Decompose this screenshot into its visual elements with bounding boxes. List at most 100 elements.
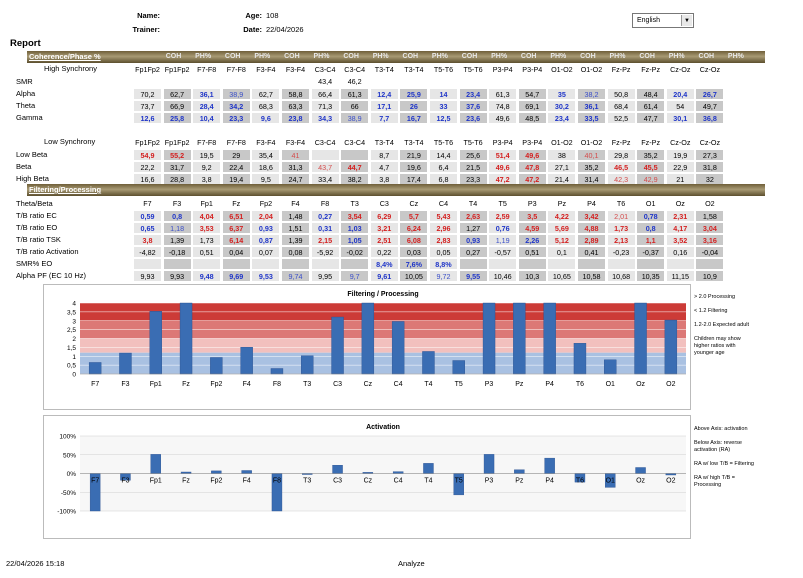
legend-item: Above Axis: activation xyxy=(694,426,748,432)
table-cell: 14,4 xyxy=(429,149,458,161)
x-tick-label: Fp1 xyxy=(150,381,162,388)
bar xyxy=(391,321,405,375)
banner-column-label: COH xyxy=(698,53,715,60)
table-cell xyxy=(547,258,577,270)
table-header-row: Fp1Fp2 Fp1Fp2 F7-F8 F7-F8 F3-F4 F3-F4 C3-C4 C3-… xyxy=(0,137,760,149)
table-cell: 6,4 xyxy=(429,161,458,173)
table-cell: 3,5 xyxy=(517,210,547,222)
row-label: SMR% EO xyxy=(16,259,53,268)
bar xyxy=(88,362,102,375)
table-cell xyxy=(518,76,547,88)
table-cell: 25,8 xyxy=(162,112,192,124)
row-label: Alpha xyxy=(16,89,36,98)
table-cell: 27,3 xyxy=(695,149,725,161)
table-row: Alpha 70,2 62,7 36,1 38,9 62,7 58,8 66,4 61,3 12,… xyxy=(0,88,760,100)
column-header: T3 xyxy=(350,199,359,208)
y-tick-label: 3,5 xyxy=(67,309,76,316)
banner-column-label: COH xyxy=(165,53,182,60)
table-cell xyxy=(281,76,310,88)
table-cell: 1,27 xyxy=(458,222,488,234)
table-header-row: Theta/Beta F7 F3 Fp1 Fz Fp2 F4 F8 T3 C3 Cz C4 T4 T5 P3… xyxy=(0,198,760,210)
column-header: T3-T4 xyxy=(374,65,394,74)
date-value: 22/04/2026 xyxy=(266,25,304,34)
table-cell: 33 xyxy=(429,100,458,112)
table-cell: 23,4 xyxy=(547,112,577,124)
table-cell: 9,72 xyxy=(429,270,458,282)
table-cell: 6,24 xyxy=(399,222,429,234)
x-tick-label: C3 xyxy=(333,478,342,485)
bar xyxy=(119,352,132,375)
trainer-label: Trainer: xyxy=(132,25,160,34)
table-cell: 0,76 xyxy=(488,222,518,234)
table-row: Low Beta 54,9 55,2 19,5 29 35,4 41 8,7 21,9 14,4 2… xyxy=(0,149,760,161)
bar xyxy=(270,368,284,375)
table-cell: 3,53 xyxy=(192,222,222,234)
table-cell xyxy=(281,258,310,270)
table-cell: 0,07 xyxy=(251,246,281,258)
date-label: Date: xyxy=(243,25,262,34)
table-cell: 4,59 xyxy=(517,222,547,234)
table-cell: 9,61 xyxy=(369,270,399,282)
table-cell: 5,43 xyxy=(429,210,458,222)
table-cell: 2,83 xyxy=(429,234,458,246)
column-header: Cz-Oz xyxy=(699,138,721,147)
table-cell: 52,5 xyxy=(606,112,636,124)
table-cell: 0,31 xyxy=(310,222,340,234)
table-cell: 9,48 xyxy=(192,270,222,282)
column-header: T5-T6 xyxy=(433,138,454,147)
table-cell: 0,59 xyxy=(133,210,162,222)
y-tick-label: 2 xyxy=(72,336,76,343)
bar xyxy=(240,346,253,375)
chevron-down-icon[interactable]: ▼ xyxy=(681,15,692,26)
x-tick-label: T3 xyxy=(303,478,311,485)
table-cell: 33,5 xyxy=(577,112,606,124)
table-cell: 23,8 xyxy=(281,112,310,124)
table-cell: 2,31 xyxy=(665,210,695,222)
table-cell: 1,19 xyxy=(488,234,518,246)
column-header: F3-F4 xyxy=(256,138,276,147)
table-cell: 9,95 xyxy=(310,270,340,282)
table-cell: 74,8 xyxy=(488,100,518,112)
column-header: F7-F8 xyxy=(197,65,217,74)
x-tick-label: O1 xyxy=(606,478,615,485)
bar xyxy=(150,454,161,474)
table-cell: 36,1 xyxy=(192,88,222,100)
table-cell: 2,63 xyxy=(458,210,488,222)
bar xyxy=(179,302,193,375)
table-cell: 0,27 xyxy=(458,246,488,258)
column-header: Fz xyxy=(232,199,241,208)
table-cell: 7,6% xyxy=(399,258,429,270)
filtering-chart-box: Filtering / Processing 0 0,5 1 1,5 2 2,5 3 3,5 4 F… xyxy=(43,284,691,410)
x-tick-label: P3 xyxy=(485,478,494,485)
table-cell: 58,8 xyxy=(281,88,310,100)
table-cell: 1,58 xyxy=(695,210,725,222)
banner-column-label: COH xyxy=(520,53,537,60)
x-tick-label: F3 xyxy=(121,381,129,388)
legend-item: 1.2-2.0 Expected adult xyxy=(694,322,750,328)
x-tick-label: T5 xyxy=(455,478,463,485)
table-cell: 10,65 xyxy=(547,270,577,282)
table-cell: 0,51 xyxy=(517,246,547,258)
table-cell: 5,7 xyxy=(399,210,429,222)
y-tick-label: -100% xyxy=(57,509,76,516)
column-header: T3-T4 xyxy=(404,65,424,74)
table-cell: 4,22 xyxy=(547,210,577,222)
banner-column-label: COH xyxy=(580,53,596,60)
table-cell: 22,2 xyxy=(133,161,162,173)
language-select[interactable]: English ▼ xyxy=(632,13,694,28)
table-cell: 0,8 xyxy=(636,222,666,234)
row-label: Low Beta xyxy=(16,150,48,159)
table-cell: 54,9 xyxy=(133,149,162,161)
table-cell xyxy=(606,258,636,270)
table-cell: 2,04 xyxy=(251,210,281,222)
bar xyxy=(210,357,223,375)
table-cell: 29,8 xyxy=(606,149,636,161)
table-cell: 0,05 xyxy=(429,246,458,258)
table-cell: 1,51 xyxy=(281,222,310,234)
table-cell: 35 xyxy=(547,88,577,100)
x-tick-label: C3 xyxy=(333,381,342,388)
x-tick-label: T4 xyxy=(424,478,432,485)
table-cell xyxy=(192,258,222,270)
table-row: SMR% EO 8,4% 7,6% 8,8% xyxy=(0,258,760,270)
table-cell xyxy=(192,76,221,88)
